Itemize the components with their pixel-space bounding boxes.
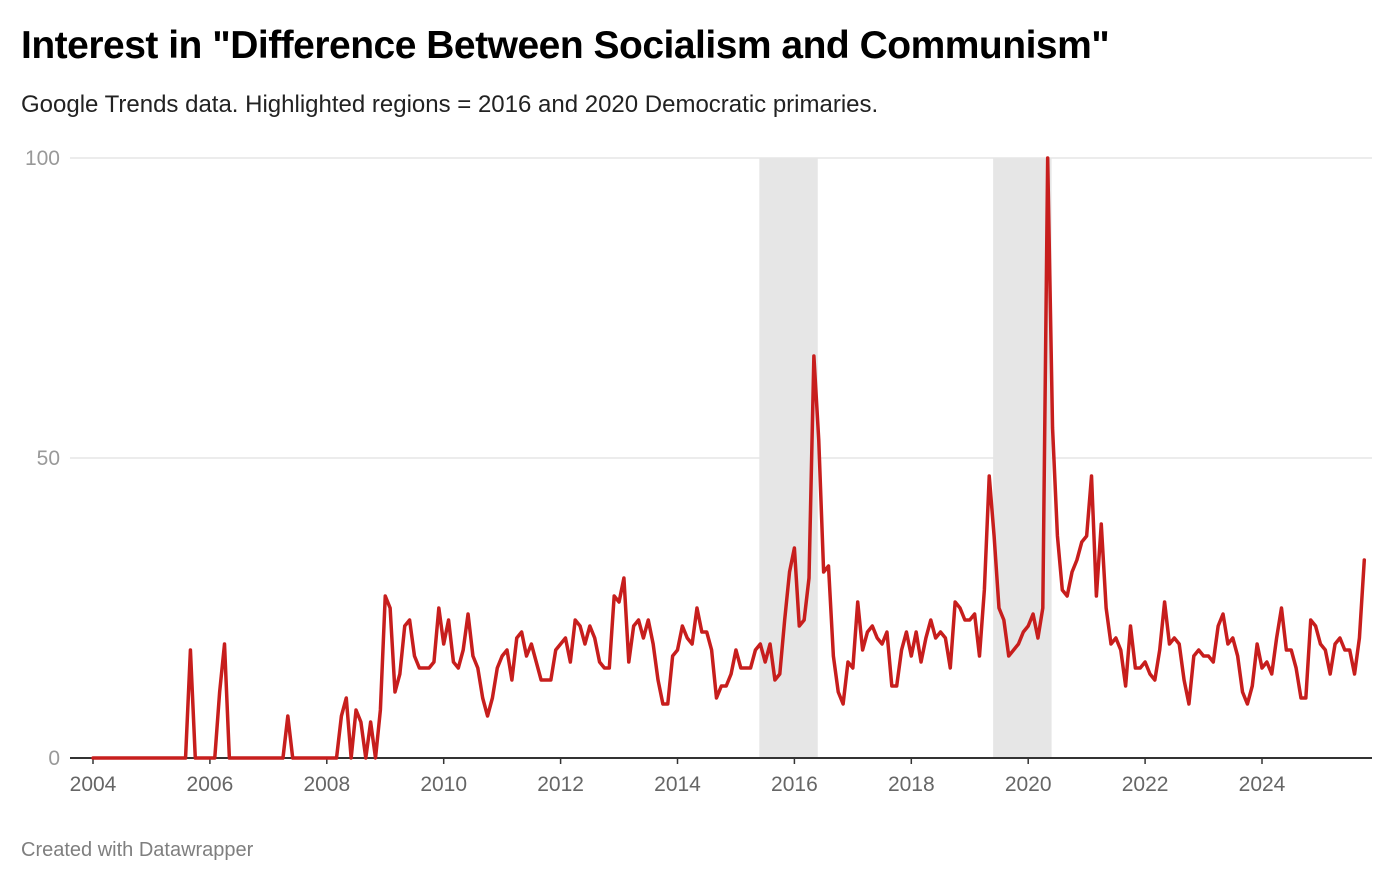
x-tick-label-2006: 2006	[187, 773, 234, 796]
x-tick-label-2024: 2024	[1239, 773, 1286, 796]
x-tick-label-2012: 2012	[537, 773, 584, 796]
gridlines	[70, 157, 1372, 459]
x-tick-label-2018: 2018	[888, 773, 935, 796]
x-tick-label-2020: 2020	[1005, 773, 1052, 796]
x-tick-label-2004: 2004	[70, 773, 117, 796]
y-tick-label-50: 50	[37, 447, 60, 470]
x-tick-label-2022: 2022	[1122, 773, 1169, 796]
x-tick-label-2014: 2014	[654, 773, 701, 796]
series-line	[91, 156, 1367, 760]
x-axis: 2004 2006 2008 2010 2012 2014 2016 2018 2020 2022…	[70, 758, 1286, 796]
y-tick-label-0: 0	[48, 747, 60, 770]
y-axis: 0 50 100	[25, 147, 60, 770]
y-tick-label-100: 100	[25, 147, 60, 170]
x-tick-label-2016: 2016	[771, 773, 818, 796]
x-tick-label-2008: 2008	[303, 773, 350, 796]
chart-title: Interest in "Difference Between Socialis…	[21, 24, 1110, 67]
x-tick-label-2010: 2010	[420, 773, 467, 796]
chart-subtitle: Google Trends data. Highlighted regions …	[21, 91, 879, 118]
footer-credit: Created with Datawrapper	[21, 839, 254, 861]
